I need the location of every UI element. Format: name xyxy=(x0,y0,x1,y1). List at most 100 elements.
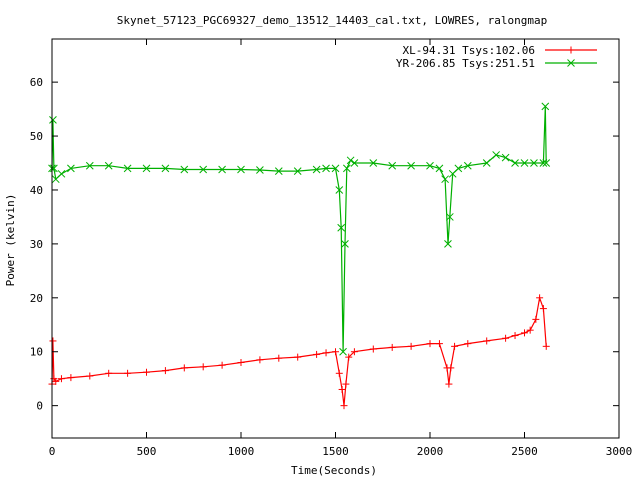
x-tick-label: 1000 xyxy=(228,445,255,458)
y-tick-label: 0 xyxy=(36,400,43,413)
legend-label: YR-206.85 Tsys:251.51 xyxy=(396,57,535,70)
data-point xyxy=(502,334,510,342)
x-tick-label: 3000 xyxy=(606,445,633,458)
data-point xyxy=(294,353,302,361)
x-tick-label: 2500 xyxy=(511,445,538,458)
data-point xyxy=(104,161,113,170)
data-point xyxy=(532,315,540,323)
data-point xyxy=(57,169,66,178)
data-point xyxy=(67,164,75,173)
data-point xyxy=(274,167,283,175)
series-yr xyxy=(48,102,551,356)
data-point xyxy=(345,353,353,361)
data-point xyxy=(530,159,538,167)
data-point xyxy=(67,374,75,382)
x-tick-label: 2000 xyxy=(417,445,444,458)
series-line xyxy=(51,106,547,352)
x-tick-label: 1500 xyxy=(322,445,349,458)
data-point xyxy=(312,165,321,174)
data-point xyxy=(542,159,551,167)
chart-title: Skynet_57123_PGC69327_demo_13512_14403_c… xyxy=(117,14,547,27)
data-point xyxy=(256,356,264,364)
data-point xyxy=(445,380,453,388)
data-point xyxy=(49,116,57,124)
y-axis-label: Power (kelvin) xyxy=(4,194,17,287)
data-point xyxy=(105,369,113,377)
data-point xyxy=(199,363,207,371)
data-point xyxy=(520,159,529,167)
data-point xyxy=(542,342,550,350)
legend-marker xyxy=(567,46,575,54)
data-point xyxy=(447,364,455,372)
data-point xyxy=(161,164,170,173)
x-axis-label: Time(Seconds) xyxy=(291,464,377,477)
data-point xyxy=(482,159,491,167)
data-point xyxy=(407,161,415,170)
data-point xyxy=(86,372,94,380)
data-point xyxy=(536,294,544,302)
data-point xyxy=(441,175,449,184)
y-tick-label: 50 xyxy=(30,130,43,143)
data-point xyxy=(346,156,355,165)
data-point xyxy=(338,385,346,393)
series-line xyxy=(51,295,547,406)
data-point xyxy=(463,161,472,170)
data-point xyxy=(143,368,150,376)
data-point xyxy=(322,349,330,357)
data-point xyxy=(340,402,348,410)
data-point xyxy=(407,342,415,350)
data-point xyxy=(511,332,519,340)
data-point xyxy=(331,164,340,173)
data-point xyxy=(342,164,351,173)
data-point xyxy=(521,329,528,337)
x-tick-label: 500 xyxy=(137,445,157,458)
data-point xyxy=(483,337,491,345)
data-point xyxy=(339,347,347,356)
data-point xyxy=(388,343,396,351)
y-tick-label: 30 xyxy=(30,238,43,251)
data-point xyxy=(342,380,350,388)
x-tick-label: 0 xyxy=(49,445,56,458)
data-point xyxy=(49,337,57,345)
data-point xyxy=(539,159,548,167)
plot-area xyxy=(48,102,551,410)
data-point xyxy=(526,326,534,334)
data-point xyxy=(451,342,459,350)
data-point xyxy=(275,354,283,362)
data-point xyxy=(426,161,434,170)
data-point xyxy=(218,165,226,174)
data-point xyxy=(124,369,132,377)
data-point xyxy=(350,159,359,167)
y-tick-label: 20 xyxy=(30,292,43,305)
data-point xyxy=(313,350,321,358)
y-tick-label: 40 xyxy=(30,184,43,197)
data-point xyxy=(350,348,358,356)
data-point xyxy=(237,165,245,174)
axes: 0 500 1000 1500 2000 2500 3000 0 10 20 30 40 50 60 xyxy=(30,38,633,458)
data-point xyxy=(57,375,65,383)
data-point xyxy=(180,364,188,372)
data-point xyxy=(501,153,510,162)
data-point xyxy=(237,359,245,367)
data-point xyxy=(369,159,378,167)
data-point xyxy=(161,367,169,375)
data-point xyxy=(256,166,264,174)
data-point xyxy=(454,164,463,173)
data-point xyxy=(369,345,377,353)
legend-label: XL-94.31 Tsys:102.06 xyxy=(403,44,535,57)
data-point xyxy=(492,151,501,159)
data-point xyxy=(388,161,397,170)
data-point xyxy=(511,159,519,167)
data-point xyxy=(332,348,339,356)
data-point xyxy=(426,340,434,348)
data-point xyxy=(335,369,343,377)
data-point xyxy=(435,164,444,173)
data-point xyxy=(52,377,60,385)
data-point xyxy=(199,165,208,174)
data-point xyxy=(293,167,302,175)
data-point xyxy=(444,240,452,248)
y-tick-label: 10 xyxy=(30,346,43,359)
data-point xyxy=(218,361,226,369)
